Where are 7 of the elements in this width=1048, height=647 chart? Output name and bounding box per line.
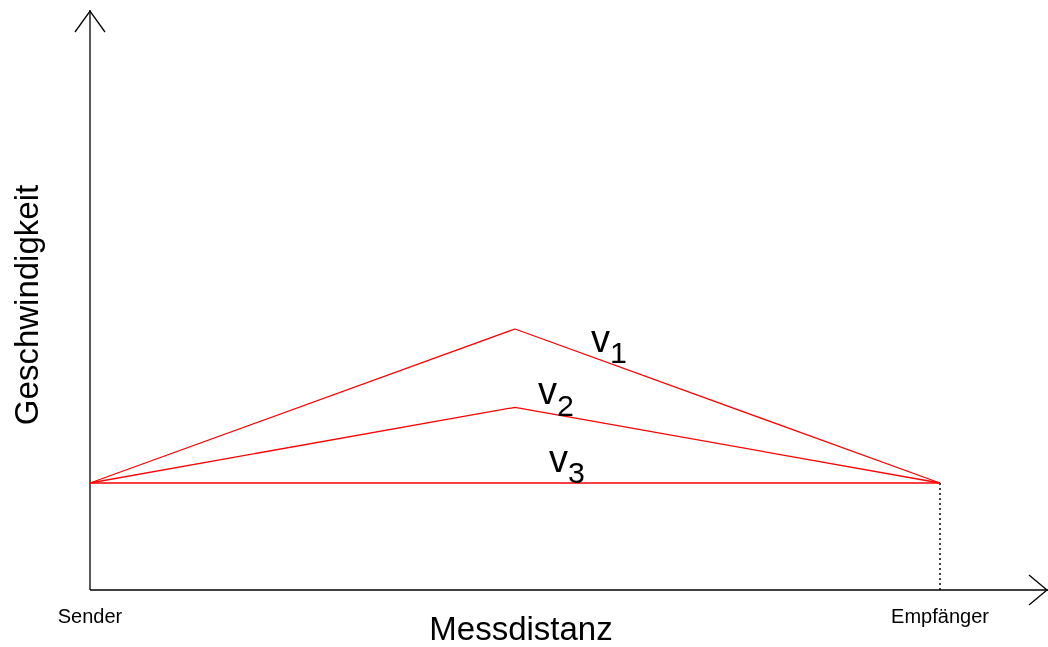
series-label: v$_{1}$ bbox=[591, 318, 627, 370]
y-axis-title: Geschwindigkeit bbox=[8, 184, 45, 426]
series-label: v$_{2}$ bbox=[538, 370, 574, 422]
x-tick-label: Empfänger bbox=[891, 605, 990, 627]
series-label: v$_{3}$ bbox=[549, 437, 585, 490]
x-axis-title: Messdistanz bbox=[429, 610, 613, 647]
x-tick-label: Sender bbox=[57, 605, 123, 627]
